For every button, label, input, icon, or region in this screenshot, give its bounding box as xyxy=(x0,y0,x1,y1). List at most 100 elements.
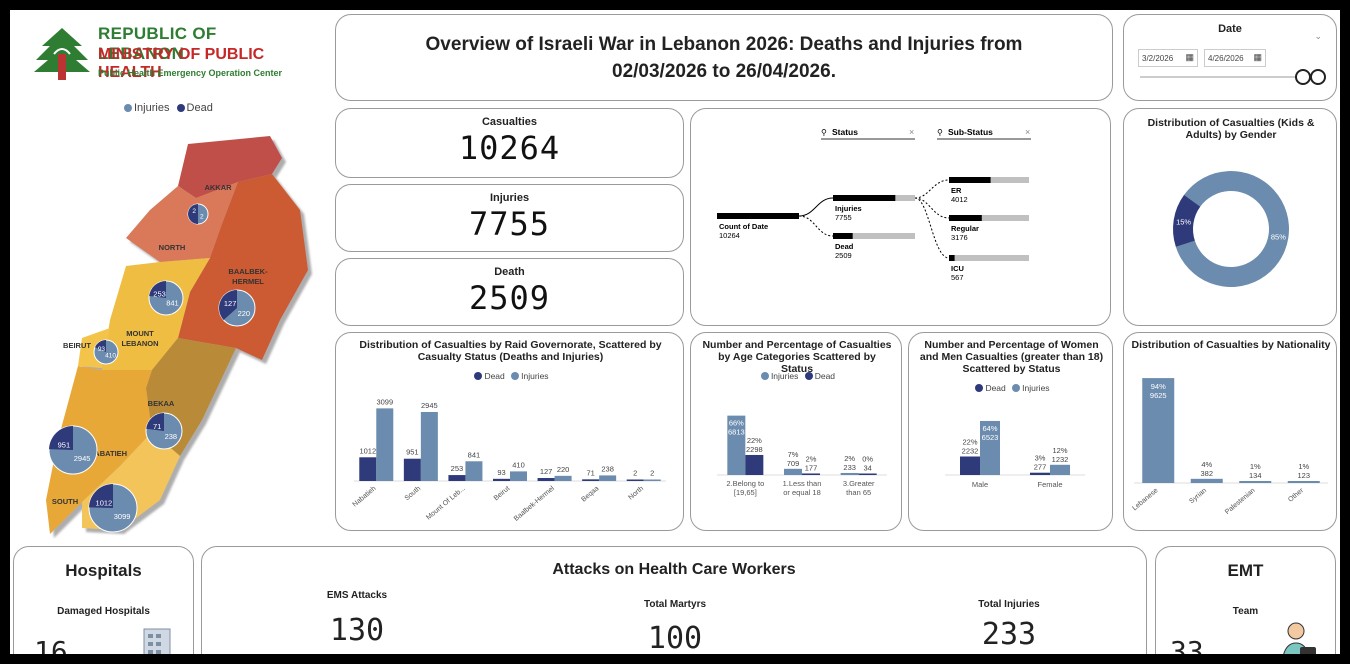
ems-attacks-value: 130 xyxy=(329,613,385,648)
bar-nationality[interactable] xyxy=(1239,481,1272,483)
x-tick-label: 3.Greater xyxy=(843,479,875,488)
map-pie-dead[interactable] xyxy=(188,204,198,224)
bar-dead[interactable] xyxy=(582,479,600,481)
bar-dead[interactable] xyxy=(802,473,820,475)
tree-node-bar[interactable] xyxy=(833,233,853,239)
gender-donut-card: Distribution of Casualties (Kids & Adult… xyxy=(1123,108,1337,326)
bar-pct-label: 12% xyxy=(1052,446,1067,455)
tree-node-value: 3176 xyxy=(951,233,968,242)
bar-dead[interactable] xyxy=(537,478,555,481)
bar-pct-label: 1% xyxy=(1250,462,1261,471)
bar-nationality[interactable] xyxy=(1142,378,1175,483)
bar-pct-label: 7% xyxy=(788,450,799,459)
bar-injuries[interactable] xyxy=(727,415,746,475)
calendar-icon[interactable]: ▦ xyxy=(1253,52,1262,62)
bar-injuries[interactable] xyxy=(784,468,802,475)
map-pie-dead[interactable] xyxy=(49,426,73,450)
tree-node-bar[interactable] xyxy=(949,177,991,183)
map-pie-dead[interactable] xyxy=(89,484,113,508)
date-slider-end-handle[interactable] xyxy=(1310,69,1326,85)
x-tick-label: Female xyxy=(1037,480,1062,489)
tree-node-bar[interactable] xyxy=(949,215,982,221)
bar-pct-label: 3% xyxy=(1035,454,1046,463)
bar-injuries[interactable] xyxy=(465,461,483,481)
bar-value-label: 951 xyxy=(406,448,419,457)
x-tick-label: than 65 xyxy=(846,488,871,497)
bar-dead[interactable] xyxy=(858,473,877,476)
bar-dead[interactable] xyxy=(626,479,644,482)
bar-injuries[interactable] xyxy=(420,411,438,481)
map-legend: Injuries Dead xyxy=(120,102,213,114)
bar-dead[interactable] xyxy=(448,475,466,481)
donut-slice-female[interactable] xyxy=(1173,194,1201,247)
bar-dead[interactable] xyxy=(403,458,421,481)
injuries-label: Injuries xyxy=(489,192,530,204)
tree-node-label: ICU xyxy=(951,264,964,273)
bar-dead[interactable] xyxy=(960,456,980,475)
date-slider-start-handle[interactable] xyxy=(1295,69,1311,85)
status-filter[interactable]: ⚲ Status × xyxy=(821,127,915,140)
bar-dead[interactable] xyxy=(1030,472,1050,475)
region-north[interactable] xyxy=(126,182,238,262)
x-tick-label: Beqaa xyxy=(580,485,600,503)
region-akkar[interactable] xyxy=(178,136,282,198)
bar-injuries[interactable] xyxy=(376,408,394,481)
region-south[interactable] xyxy=(46,366,152,534)
substatus-filter[interactable]: ⚲ Sub-Status × xyxy=(937,127,1031,140)
bar-injuries[interactable] xyxy=(840,472,859,475)
bar-dead[interactable] xyxy=(745,454,764,475)
map-legend-dead: Dead xyxy=(186,102,213,114)
bar-value-label: 6523 xyxy=(982,433,999,442)
bar-value-label: 277 xyxy=(1034,463,1047,472)
men-women-chart-card: Number and Percentage of Women and Men C… xyxy=(908,332,1113,531)
bar-value-label: 238 xyxy=(601,464,614,473)
bar-injuries[interactable] xyxy=(1050,464,1070,475)
death-value: 2509 xyxy=(468,279,551,317)
close-icon[interactable]: × xyxy=(1025,127,1030,137)
map-pie-dead[interactable] xyxy=(149,281,166,298)
bar-value-label: 71 xyxy=(586,468,594,477)
tree-root-label: Count of Date xyxy=(719,222,768,231)
bar-nationality[interactable] xyxy=(1287,481,1320,483)
bar-injuries[interactable] xyxy=(643,479,661,482)
donut-slice-male[interactable] xyxy=(1175,171,1289,287)
bar-injuries[interactable] xyxy=(599,475,617,481)
nationality-bar-chart: 94%9625Lebanese4%382Syrian1%134Palesteni… xyxy=(1131,378,1328,516)
map-pie-injuries-label: 238 xyxy=(165,432,178,441)
map-legend-injuries: Injuries xyxy=(134,102,170,114)
bar-injuries[interactable] xyxy=(980,420,1000,475)
map-pie-dead-label: 2 xyxy=(192,208,196,215)
bar-value-label: 233 xyxy=(843,463,856,472)
emt-team-value: 33 xyxy=(1170,635,1204,654)
bar-injuries[interactable] xyxy=(554,475,572,481)
map-pie-injuries-label: 2945 xyxy=(74,454,91,463)
map-pie-dead[interactable] xyxy=(146,413,164,431)
region-mount-lebanon[interactable] xyxy=(102,258,210,370)
map-pie-dead[interactable] xyxy=(219,290,237,320)
region-baalbek-hermel[interactable] xyxy=(178,174,308,360)
bar-dead[interactable] xyxy=(359,457,377,481)
map-pie-dead[interactable] xyxy=(94,340,106,352)
chevron-down-icon[interactable]: ⌄ xyxy=(1314,31,1322,41)
tree-node-bar[interactable] xyxy=(949,255,955,261)
calendar-icon[interactable]: ▦ xyxy=(1185,52,1194,62)
bar-nationality[interactable] xyxy=(1190,478,1223,483)
bar-value-label: 93 xyxy=(497,468,505,477)
date-start-input[interactable]: 3/2/2026 ▦ xyxy=(1138,49,1198,67)
bar-dead[interactable] xyxy=(493,478,510,481)
injuries-card: Injuries 7755 xyxy=(335,184,684,252)
total-martyrs-label: Total Martyrs xyxy=(643,599,707,610)
map-label-akkar: AKKAR xyxy=(204,183,232,192)
death-card: Death 2509 xyxy=(335,258,684,326)
tree-node-value: 4012 xyxy=(951,195,968,204)
date-slider-track[interactable] xyxy=(1140,76,1310,78)
bar-injuries[interactable] xyxy=(510,471,527,481)
tree-root-bar[interactable] xyxy=(717,213,799,219)
tree-node-bar[interactable] xyxy=(833,195,896,201)
date-end-input[interactable]: 4/26/2026 ▦ xyxy=(1204,49,1266,67)
bar-value-label: 220 xyxy=(557,465,570,474)
close-icon[interactable]: × xyxy=(909,127,914,137)
hospitals-title: Hospitals xyxy=(65,561,142,580)
total-martyrs-value: 100 xyxy=(647,621,703,654)
